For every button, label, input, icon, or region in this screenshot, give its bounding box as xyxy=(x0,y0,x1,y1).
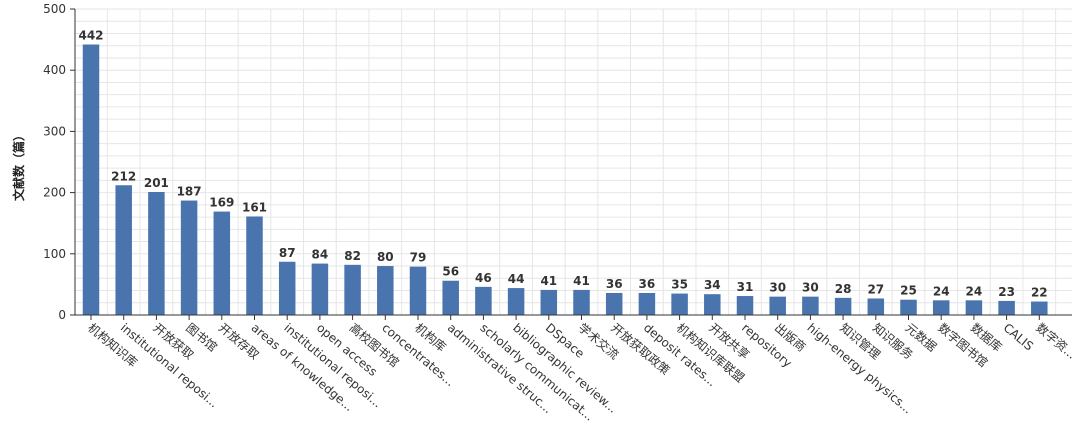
bar xyxy=(82,44,100,315)
bar xyxy=(213,211,231,315)
bar xyxy=(900,299,917,315)
bar xyxy=(932,300,950,315)
bar xyxy=(377,266,394,315)
bar xyxy=(1031,301,1048,315)
data-label: 46 xyxy=(475,271,492,285)
y-axis-title: 文献数（篇） xyxy=(11,129,26,201)
grid-lines xyxy=(75,8,1072,315)
data-label: 169 xyxy=(209,196,234,210)
x-tick-label: CALIS xyxy=(1001,321,1036,354)
data-label: 30 xyxy=(769,281,786,295)
bar xyxy=(802,296,819,315)
data-label: 36 xyxy=(639,277,656,291)
y-tick-label: 400 xyxy=(43,63,66,77)
data-label: 24 xyxy=(966,284,983,298)
bar xyxy=(671,293,688,315)
bar xyxy=(246,216,263,315)
data-label: 24 xyxy=(933,284,950,298)
data-label: 34 xyxy=(704,278,721,292)
data-label: 201 xyxy=(144,176,169,190)
bar xyxy=(409,266,427,315)
bar xyxy=(769,296,786,315)
data-label: 79 xyxy=(410,251,427,265)
data-label: 41 xyxy=(573,274,590,288)
y-tick-label: 500 xyxy=(43,2,66,16)
y-tick-label: 300 xyxy=(43,124,66,138)
bar xyxy=(180,200,198,315)
bar xyxy=(442,280,459,315)
data-label: 31 xyxy=(737,280,754,294)
data-label: 22 xyxy=(1031,286,1048,300)
y-tick-label: 100 xyxy=(43,247,66,261)
bar xyxy=(638,292,656,315)
bar xyxy=(344,264,361,315)
data-label: 25 xyxy=(900,284,917,298)
bar xyxy=(507,288,525,315)
bar xyxy=(311,263,329,315)
data-label: 27 xyxy=(867,282,884,296)
data-label: 56 xyxy=(442,265,459,279)
data-label: 80 xyxy=(377,250,394,264)
bar xyxy=(834,297,852,315)
data-label: 23 xyxy=(998,285,1015,299)
axes xyxy=(74,9,1072,316)
data-label: 41 xyxy=(540,274,557,288)
bar xyxy=(475,286,492,315)
data-label: 84 xyxy=(312,248,329,262)
data-label: 36 xyxy=(606,277,623,291)
bar xyxy=(704,294,721,315)
data-label: 161 xyxy=(242,200,267,214)
bar xyxy=(540,289,558,315)
bars xyxy=(82,44,1048,315)
x-tick-label: 数字资... xyxy=(1033,320,1079,362)
data-label: 35 xyxy=(671,278,688,292)
data-label: 442 xyxy=(78,28,103,42)
y-tick-label: 200 xyxy=(43,186,66,200)
y-ticks: 0 100 200 300 400 500 xyxy=(43,2,1040,322)
data-label: 30 xyxy=(802,281,819,295)
data-label: 212 xyxy=(111,169,136,183)
bar xyxy=(278,261,296,315)
data-label: 44 xyxy=(508,272,525,286)
y-tick-label: 0 xyxy=(58,308,66,322)
data-labels: 442 212 201 187 169 161 87 84 82 80 79 56 46 44 41 41 36… xyxy=(78,28,1047,299)
bar xyxy=(965,300,983,315)
data-label: 28 xyxy=(835,282,852,296)
bar xyxy=(736,296,754,315)
bar xyxy=(605,292,623,315)
bar xyxy=(115,185,132,315)
bar xyxy=(998,300,1015,315)
data-label: 82 xyxy=(344,249,361,263)
bar xyxy=(148,191,165,315)
data-label: 187 xyxy=(177,185,202,199)
bar xyxy=(867,298,885,315)
bar xyxy=(573,289,590,315)
data-label: 87 xyxy=(279,246,296,260)
